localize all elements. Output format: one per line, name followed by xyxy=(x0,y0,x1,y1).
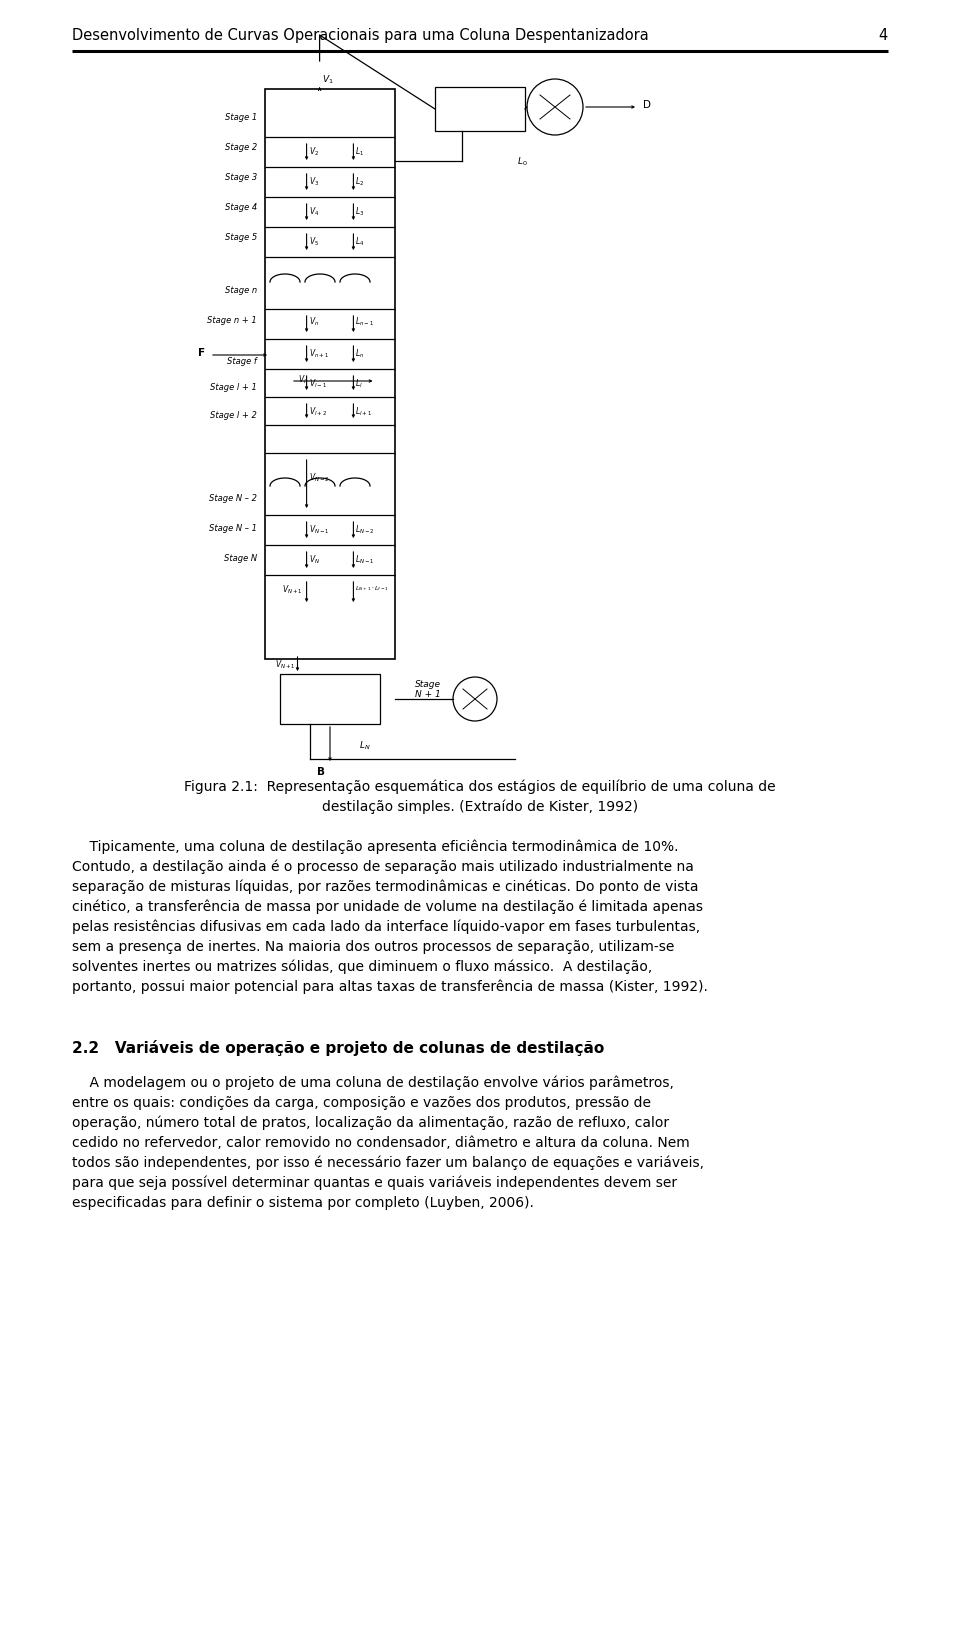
Text: Desenvolvimento de Curvas Operacionais para uma Coluna Despentanizadora: Desenvolvimento de Curvas Operacionais p… xyxy=(72,28,649,42)
Text: $L_N$: $L_N$ xyxy=(359,739,371,752)
Text: $V_{N-1}$: $V_{N-1}$ xyxy=(308,522,329,535)
Circle shape xyxy=(527,80,583,135)
Text: $L_{N+1} \cdot L_{f-1}$: $L_{N+1} \cdot L_{f-1}$ xyxy=(355,584,390,592)
Text: $L_l$: $L_l$ xyxy=(355,377,363,390)
Text: $V_{N+1}$: $V_{N+1}$ xyxy=(275,658,296,671)
Text: todos são independentes, por isso é necessário fazer um balanço de equações e va: todos são independentes, por isso é nece… xyxy=(72,1155,704,1170)
Text: $V_n$: $V_n$ xyxy=(308,317,319,328)
Text: $L_1$: $L_1$ xyxy=(355,145,365,157)
Text: Stage 3: Stage 3 xyxy=(225,173,257,181)
Text: separação de misturas líquidas, por razões termodinâmicas e cinéticas. Do ponto : separação de misturas líquidas, por razõ… xyxy=(72,880,699,894)
Text: Stage n: Stage n xyxy=(225,286,257,295)
Text: sem a presença de inertes. Na maioria dos outros processos de separação, utiliza: sem a presença de inertes. Na maioria do… xyxy=(72,940,674,953)
Text: Stage l + 2: Stage l + 2 xyxy=(210,411,257,419)
Text: cinético, a transferência de massa por unidade de volume na destilação é limitad: cinético, a transferência de massa por u… xyxy=(72,899,703,914)
Text: $L_2$: $L_2$ xyxy=(355,175,365,188)
Text: $L_4$: $L_4$ xyxy=(355,235,365,248)
Text: $V_4$: $V_4$ xyxy=(308,206,319,217)
Text: Stage 1: Stage 1 xyxy=(225,113,257,122)
Text: Stage N: Stage N xyxy=(224,553,257,563)
Text: Contudo, a destilação ainda é o processo de separação mais utilizado industrialm: Contudo, a destilação ainda é o processo… xyxy=(72,860,694,875)
Bar xyxy=(280,674,380,725)
Bar xyxy=(435,88,525,132)
Text: Tipicamente, uma coluna de destilação apresenta eficiência termodinâmica de 10%.: Tipicamente, uma coluna de destilação ap… xyxy=(72,839,679,854)
Text: especificadas para definir o sistema por completo (Luyben, 2006).: especificadas para definir o sistema por… xyxy=(72,1195,534,1209)
Text: F: F xyxy=(198,348,205,357)
Text: Stage
N + 1: Stage N + 1 xyxy=(415,679,441,698)
Text: Stage N – 1: Stage N – 1 xyxy=(209,524,257,532)
Text: 2.2   Variáveis de operação e projeto de colunas de destilação: 2.2 Variáveis de operação e projeto de c… xyxy=(72,1040,604,1056)
Text: $L_0$: $L_0$ xyxy=(516,157,527,168)
Text: solventes inertes ou matrizes sólidas, que diminuem o fluxo mássico.  A destilaç: solventes inertes ou matrizes sólidas, q… xyxy=(72,960,652,974)
Text: operação, número total de pratos, localização da alimentação, razão de refluxo, : operação, número total de pratos, locali… xyxy=(72,1115,669,1129)
Text: $L_{n-1}$: $L_{n-1}$ xyxy=(355,317,374,328)
Text: para que seja possível determinar quantas e quais variáveis independentes devem : para que seja possível determinar quanta… xyxy=(72,1175,677,1190)
Text: Stage f: Stage f xyxy=(228,357,257,366)
Text: $L_{N-2}$: $L_{N-2}$ xyxy=(355,522,375,535)
Text: D: D xyxy=(643,100,651,109)
Bar xyxy=(265,90,395,659)
Text: cedido no refervedor, calor removido no condensador, diâmetro e altura da coluna: cedido no refervedor, calor removido no … xyxy=(72,1136,689,1149)
Circle shape xyxy=(453,677,497,721)
Text: entre os quais: condições da carga, composição e vazões dos produtos, pressão de: entre os quais: condições da carga, comp… xyxy=(72,1095,651,1110)
Text: $V_{l+2}$: $V_{l+2}$ xyxy=(308,405,326,418)
Text: Figura 2.1:  Representação esquemática dos estágios de equilíbrio de uma coluna : Figura 2.1: Representação esquemática do… xyxy=(184,780,776,795)
Text: Stage 4: Stage 4 xyxy=(225,202,257,212)
Text: $V_3$: $V_3$ xyxy=(308,175,319,188)
Text: Stage 2: Stage 2 xyxy=(225,144,257,152)
Text: Stage l + 1: Stage l + 1 xyxy=(210,384,257,392)
Text: $V_{n+1}$: $V_{n+1}$ xyxy=(308,346,328,359)
Text: $V_1$: $V_1$ xyxy=(322,73,333,86)
Text: $L_{N-1}$: $L_{N-1}$ xyxy=(355,553,375,565)
Text: Stage n + 1: Stage n + 1 xyxy=(207,317,257,325)
Text: 4: 4 xyxy=(878,28,888,42)
Text: portanto, possui maior potencial para altas taxas de transferência de massa (Kis: portanto, possui maior potencial para al… xyxy=(72,979,708,994)
Text: A modelagem ou o projeto de uma coluna de destilação envolve vários parâmetros,: A modelagem ou o projeto de uma coluna d… xyxy=(72,1075,674,1090)
Text: destilação simples. (Extraído de Kister, 1992): destilação simples. (Extraído de Kister,… xyxy=(322,800,638,814)
Text: Stage 5: Stage 5 xyxy=(225,233,257,242)
Text: $V_{l-1}$: $V_{l-1}$ xyxy=(308,377,326,390)
Text: pelas resistências difusivas em cada lado da interface líquido-vapor em fases tu: pelas resistências difusivas em cada lad… xyxy=(72,919,700,934)
Text: $L_3$: $L_3$ xyxy=(355,206,365,217)
Text: $V_2$: $V_2$ xyxy=(308,145,319,157)
Text: $V_l$: $V_l$ xyxy=(298,372,306,385)
Text: $V_{N+1}$: $V_{N+1}$ xyxy=(282,584,302,596)
Text: B: B xyxy=(317,767,325,777)
Text: $V_5$: $V_5$ xyxy=(308,235,319,248)
Text: $L_{l+1}$: $L_{l+1}$ xyxy=(355,405,372,418)
Text: $V_{N-2}$: $V_{N-2}$ xyxy=(308,472,329,485)
Text: $V_N$: $V_N$ xyxy=(308,553,320,565)
Text: Stage N – 2: Stage N – 2 xyxy=(209,494,257,503)
Text: $L_n$: $L_n$ xyxy=(355,346,365,359)
